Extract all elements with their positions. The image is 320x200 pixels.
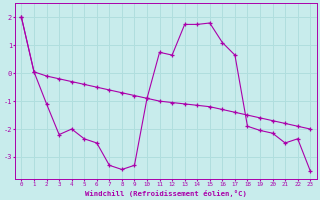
X-axis label: Windchill (Refroidissement éolien,°C): Windchill (Refroidissement éolien,°C) (85, 190, 247, 197)
